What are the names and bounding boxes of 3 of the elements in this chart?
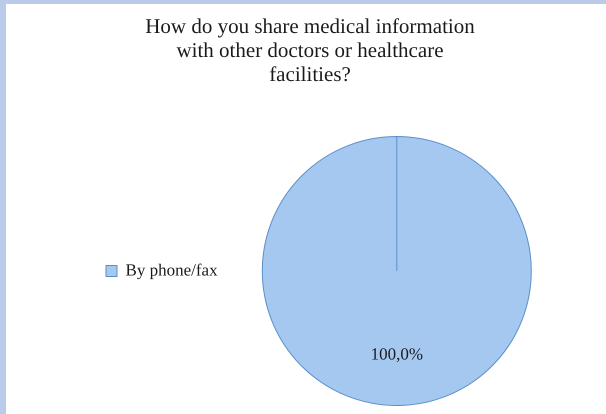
chart-title: How do you share medical information with other doctors or healthcare facilities? (144, 14, 476, 86)
legend-label: By phone/fax (126, 260, 218, 280)
data-label: 100,0% (370, 344, 423, 364)
